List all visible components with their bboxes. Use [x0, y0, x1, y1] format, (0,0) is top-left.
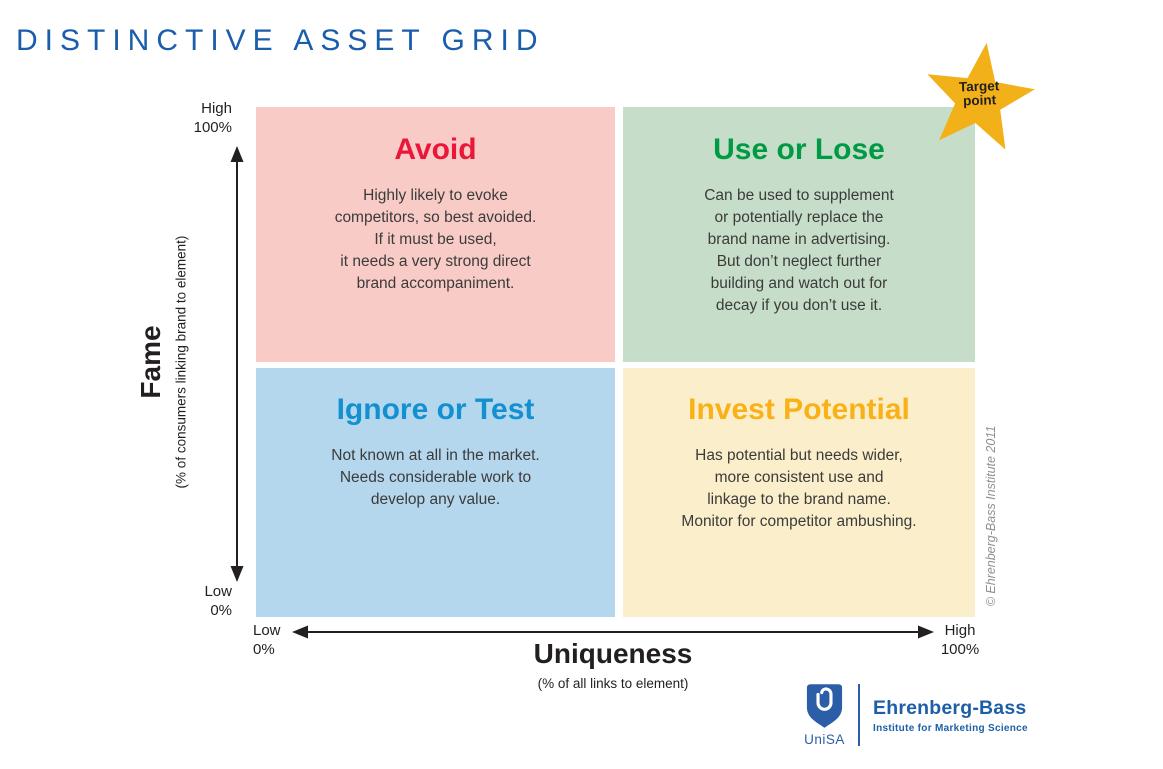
y-axis-high-label: High 100%: [193, 100, 232, 136]
quadrant-use-or-lose-description: Can be used to supplement or potentially…: [704, 187, 894, 314]
target-point-marker: Target point: [915, 33, 1044, 162]
y-axis-title: Fame: [135, 325, 166, 399]
quadrant-invest-potential-description: Has potential but needs wider, more cons…: [681, 447, 917, 530]
star-shape: [927, 42, 1035, 150]
logo-divider: [858, 684, 860, 746]
quadrant-ignore-or-test: Ignore or Test Not known at all in the m…: [256, 368, 615, 617]
x-axis-arrow: [292, 625, 934, 639]
quadrant-use-or-lose-title: Use or Lose: [713, 133, 885, 166]
x-axis-high-label: High 100%: [940, 622, 980, 658]
x-axis-title: Uniqueness: [533, 638, 693, 669]
copyright-notice: © Ehrenberg-Bass Institute 2011: [984, 425, 998, 607]
page-title: DISTINCTIVE ASSET GRID: [16, 24, 545, 57]
target-point-label: Target point: [958, 77, 1000, 109]
x-axis-low-label: Low 0%: [253, 622, 281, 658]
unisa-wordmark: UniSA: [804, 732, 845, 747]
star-icon: [927, 42, 1035, 150]
y-axis-low-label: Low 0%: [204, 583, 232, 619]
unisa-shield-icon: [806, 684, 843, 728]
y-axis-subtitle: (% of consumers linking brand to element…: [173, 235, 189, 489]
quadrant-avoid-description: Highly likely to evoke competitors, so b…: [334, 187, 537, 292]
institute-tagline: Institute for Marketing Science: [873, 723, 1028, 734]
quadrant-avoid: Avoid Highly likely to evoke competitors…: [256, 107, 615, 362]
quadrant-avoid-title: Avoid: [394, 133, 477, 166]
ehrenberg-bass-wordmark: Ehrenberg-Bass: [873, 697, 1027, 719]
quadrant-invest-potential-title: Invest Potential: [688, 393, 910, 426]
quadrant-ignore-or-test-description: Not known at all in the market. Needs co…: [331, 447, 540, 508]
quadrant-use-or-lose: Use or Lose Can be used to supplement or…: [623, 107, 975, 362]
y-axis-arrow: [230, 146, 244, 582]
quadrant-invest-potential: Invest Potential Has potential but needs…: [623, 368, 975, 617]
x-axis-subtitle: (% of all links to element): [537, 676, 689, 691]
quadrant-ignore-or-test-title: Ignore or Test: [336, 393, 535, 426]
